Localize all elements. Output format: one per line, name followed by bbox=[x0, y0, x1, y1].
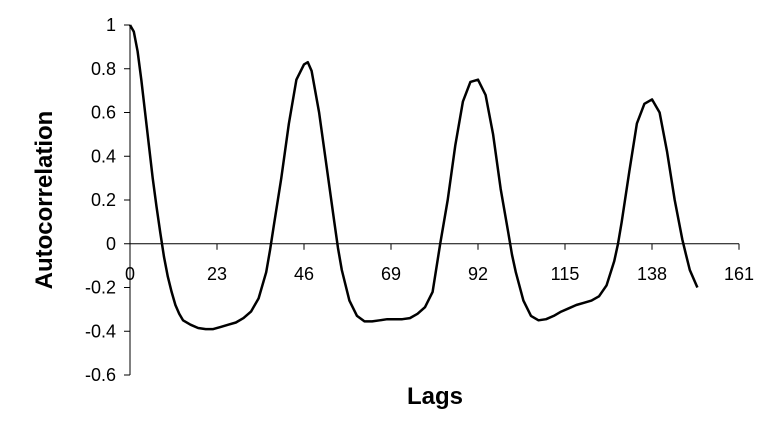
y-tick-label: 0.8 bbox=[91, 59, 116, 79]
data-line bbox=[128, 24, 699, 331]
x-tick-label: 0 bbox=[125, 264, 135, 284]
y-tick-label: 0 bbox=[106, 234, 116, 254]
x-tick-label: 92 bbox=[468, 264, 488, 284]
y-tick-label: -0.6 bbox=[85, 365, 116, 385]
x-tick-label: 23 bbox=[207, 264, 227, 284]
y-tick-label: -0.2 bbox=[85, 278, 116, 298]
y-tick-label: 0.4 bbox=[91, 146, 116, 166]
x-tick-label: 46 bbox=[294, 264, 314, 284]
x-tick-label: 138 bbox=[637, 264, 667, 284]
y-tick-label: 1 bbox=[106, 15, 116, 35]
y-tick-label: 0.2 bbox=[91, 190, 116, 210]
x-axis-title: Lags bbox=[407, 383, 463, 410]
x-tick-label: 115 bbox=[551, 264, 580, 284]
x-tick-label: 69 bbox=[381, 264, 401, 284]
x-tick-label: 161 bbox=[724, 264, 754, 284]
y-tick-label: -0.4 bbox=[85, 321, 116, 341]
y-tick-label: 0.6 bbox=[91, 103, 116, 123]
y-axis-title: Autocorrelation bbox=[31, 111, 58, 290]
